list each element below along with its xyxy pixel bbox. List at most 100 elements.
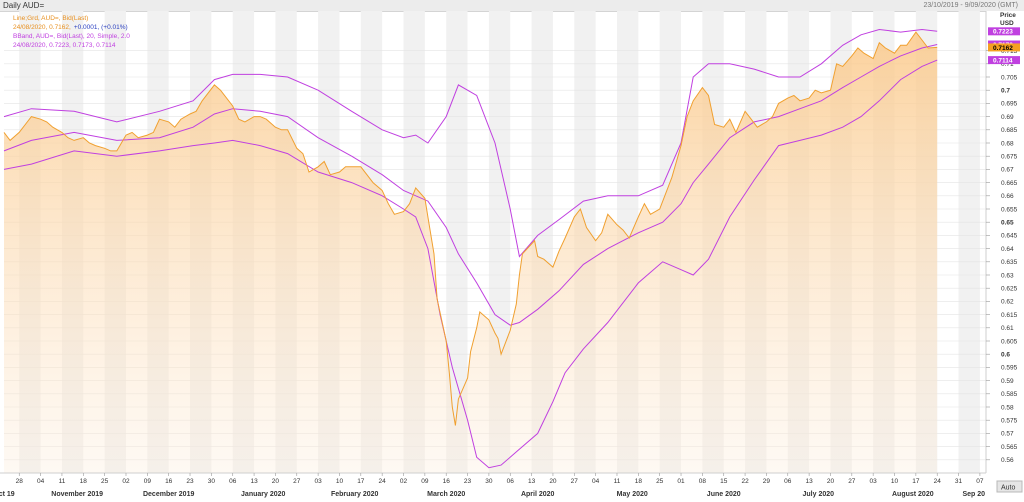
x-day-label: 08 bbox=[699, 478, 707, 485]
y-tick-label: 0.62 bbox=[1001, 299, 1014, 306]
x-day-label: 15 bbox=[720, 478, 728, 485]
week-band bbox=[446, 11, 468, 473]
x-month-label: January 2020 bbox=[241, 491, 285, 498]
y-axis-panel bbox=[986, 11, 1024, 473]
y-tick-label: 0.56 bbox=[1001, 457, 1014, 464]
x-day-label: 27 bbox=[293, 478, 301, 485]
x-month-label: July 2020 bbox=[803, 491, 835, 498]
title-bar: Daily AUD= 23/10/2019 - 9/09/2020 (GMT) bbox=[0, 0, 1024, 12]
x-month-label: November 2019 bbox=[51, 491, 103, 498]
x-day-label: 11 bbox=[614, 478, 621, 485]
y-tick-label: 0.58 bbox=[1001, 404, 1014, 411]
x-day-label: 10 bbox=[336, 478, 344, 485]
x-day-label: 18 bbox=[635, 478, 643, 485]
date-range: 23/10/2019 - 9/09/2020 (GMT) bbox=[923, 2, 1018, 9]
y-tick-label: 0.695 bbox=[1001, 101, 1018, 108]
x-day-label: 13 bbox=[528, 478, 536, 485]
x-day-label: 09 bbox=[144, 478, 152, 485]
y-tick-label: 0.69 bbox=[1001, 114, 1014, 121]
legend-line-4: 24/08/2020, 0.7223, 0.7173, 0.7114 bbox=[13, 42, 116, 49]
x-day-label: 17 bbox=[912, 478, 920, 485]
x-day-label: 13 bbox=[250, 478, 258, 485]
x-day-label: 04 bbox=[592, 478, 600, 485]
y-axis-title-usd: USD bbox=[1000, 20, 1014, 27]
y-tick-label: 0.6 bbox=[1001, 352, 1010, 359]
x-day-label: 20 bbox=[827, 478, 835, 485]
price-tag bbox=[988, 43, 1020, 52]
x-day-label: 29 bbox=[763, 478, 771, 485]
x-day-label: 17 bbox=[357, 478, 365, 485]
x-day-label: 06 bbox=[784, 478, 792, 485]
x-month-label: Sep 20 bbox=[963, 491, 986, 498]
upper-band-tag bbox=[988, 27, 1020, 36]
y-tick-label: 0.66 bbox=[1001, 193, 1014, 200]
y-tick-label: 0.57 bbox=[1001, 431, 1014, 438]
y-tick-label: 0.655 bbox=[1001, 206, 1018, 213]
y-tick-label: 0.585 bbox=[1001, 391, 1018, 398]
y-axis-ticks: 0.560.5650.570.5750.580.5850.590.5950.60… bbox=[986, 48, 1018, 464]
x-day-label: 23 bbox=[464, 478, 472, 485]
legend-line-1: Line;Grd, AUD=, Bid(Last) bbox=[13, 15, 88, 22]
x-day-label: 07 bbox=[976, 478, 984, 485]
y-tick-label: 0.565 bbox=[1001, 444, 1018, 451]
legend-price-values: 24/08/2020, 0.7162, bbox=[13, 24, 71, 31]
y-tick-label: 0.625 bbox=[1001, 286, 1018, 293]
x-month-label: February 2020 bbox=[331, 491, 379, 498]
x-day-label: 30 bbox=[485, 478, 493, 485]
y-axis-title-price: Price bbox=[1000, 12, 1016, 19]
x-day-label: 24 bbox=[379, 478, 387, 485]
x-day-label: 27 bbox=[848, 478, 856, 485]
x-day-label: 04 bbox=[37, 478, 45, 485]
x-day-label: 02 bbox=[122, 478, 130, 485]
y-tick-label: 0.67 bbox=[1001, 167, 1014, 174]
bband-middle-line bbox=[3, 44, 938, 326]
x-day-label: 10 bbox=[891, 478, 899, 485]
auto-scale-label: Auto bbox=[1001, 485, 1016, 492]
chart-title: Daily AUD= bbox=[3, 1, 45, 10]
week-band bbox=[958, 11, 980, 473]
x-day-label: 16 bbox=[443, 478, 451, 485]
y-tick-label: 0.71 bbox=[1001, 61, 1014, 68]
x-day-label: 06 bbox=[229, 478, 237, 485]
x-day-label: 28 bbox=[16, 478, 24, 485]
y-tick-label: 0.705 bbox=[1001, 74, 1018, 81]
x-month-label: June 2020 bbox=[707, 491, 741, 498]
x-day-label: 23 bbox=[186, 478, 194, 485]
x-axis-ticks: 28 04 11 18 25 02 09 16 23 30 06 13 20 27 03 10 17 24 02 09… bbox=[0, 473, 985, 498]
legend-line-3: BBand, AUD=, Bid(Last), 20, Simple, 2.0 bbox=[13, 33, 130, 40]
y-tick-label: 0.64 bbox=[1001, 246, 1014, 253]
y-tick-label: 0.595 bbox=[1001, 365, 1018, 372]
x-day-label: 27 bbox=[571, 478, 579, 485]
y-tick-label: 0.675 bbox=[1001, 154, 1018, 161]
y-tick-label: 0.61 bbox=[1001, 325, 1014, 332]
upper-band-tag-label: 0.7223 bbox=[993, 29, 1013, 36]
x-day-label: 11 bbox=[59, 478, 66, 485]
y-tick-label: 0.65 bbox=[1001, 220, 1014, 227]
legend: Line;Grd, AUD=, Bid(Last) 24/08/2020, 0.… bbox=[13, 15, 130, 49]
x-month-label: December 2019 bbox=[143, 491, 194, 498]
x-day-label: 01 bbox=[677, 478, 685, 485]
x-axis-panel bbox=[0, 473, 1024, 502]
x-day-label: 02 bbox=[400, 478, 408, 485]
lower-band-tag bbox=[988, 56, 1020, 65]
legend-price-change: +0.0001, (+0.01%) bbox=[74, 24, 128, 31]
x-day-label: 09 bbox=[421, 478, 429, 485]
bband-upper-line bbox=[3, 28, 938, 258]
x-day-label: 31 bbox=[955, 478, 963, 485]
x-day-label: 18 bbox=[80, 478, 88, 485]
price-chart[interactable]: Line;Grd, AUD=, Bid(Last) 24/08/2020, 0.… bbox=[0, 11, 1024, 502]
x-day-label: 25 bbox=[101, 478, 109, 485]
y-tick-label: 0.7 bbox=[1001, 88, 1010, 95]
x-day-label: 20 bbox=[549, 478, 557, 485]
bband-lower-line bbox=[3, 59, 938, 469]
price-tag-label: 0.7162 bbox=[993, 45, 1013, 52]
y-tick-label: 0.645 bbox=[1001, 233, 1018, 240]
y-tick-label: 0.605 bbox=[1001, 338, 1018, 345]
y-tick-label: 0.685 bbox=[1001, 127, 1018, 134]
y-tick-label: 0.59 bbox=[1001, 378, 1014, 385]
y-tick-label: 0.575 bbox=[1001, 418, 1018, 425]
y-tick-label: 0.615 bbox=[1001, 312, 1018, 319]
auto-scale-button[interactable] bbox=[996, 480, 1023, 493]
x-day-label: 06 bbox=[507, 478, 515, 485]
